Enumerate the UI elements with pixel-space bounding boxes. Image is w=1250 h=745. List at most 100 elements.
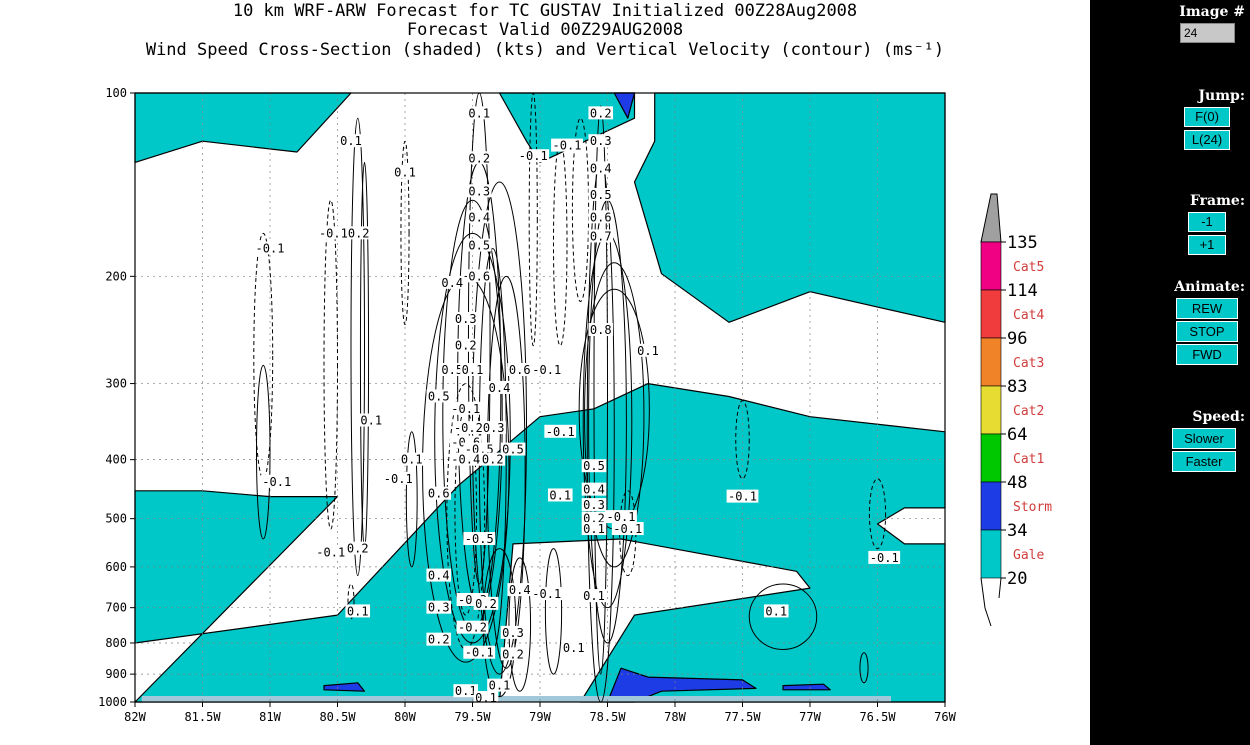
contour-label-bg: [507, 363, 533, 377]
contour-label-bg: [480, 452, 506, 466]
contour-label-bg: [345, 604, 371, 618]
image-number-field[interactable]: 24: [1180, 23, 1235, 43]
positive-velocity-contour: [350, 117, 365, 577]
contour-label-bg: [500, 647, 526, 661]
contour-label: -0.1: [546, 425, 575, 439]
contour-label-bg: [581, 498, 607, 512]
contour-label: 0.1: [468, 106, 490, 120]
plot-area: 10 km WRF-ARW Forecast for TC GUSTAV Ini…: [98, 2, 1053, 724]
contour-label: 0.2: [455, 339, 477, 353]
contour-label-bg: [530, 363, 563, 377]
contour-label: 0.3: [590, 134, 612, 148]
colorbar-level-label: 20: [1007, 569, 1027, 589]
x-tick-label: 77.5W: [724, 710, 761, 724]
contour-label-bg: [487, 380, 512, 394]
contour-label-bg: [530, 587, 563, 601]
contour-label-bg: [314, 545, 347, 559]
contour-label: 0.3: [502, 626, 524, 640]
faster-button[interactable]: Faster: [1172, 451, 1236, 472]
colorbar-category-label: Cat4: [1013, 308, 1044, 323]
contour-label-bg: [466, 184, 492, 198]
contour-label-bg: [581, 511, 607, 525]
contour-label: -0.1: [256, 241, 285, 255]
y-tick-label: 900: [105, 667, 127, 681]
contour-label: 0.2: [475, 597, 497, 611]
frame-prev-button[interactable]: -1: [1188, 212, 1226, 232]
contour-label-bg: [453, 338, 479, 352]
contour-label-bg: [547, 488, 573, 502]
contour-label: 0.1: [455, 684, 477, 698]
x-tick-label: 79.5W: [454, 710, 491, 724]
contour-label-bg: [581, 589, 607, 603]
negative-velocity-contour: [400, 140, 410, 326]
contour-label-bg: [254, 241, 286, 255]
colorbar-segment-storm: [980, 481, 1002, 531]
contour-label-bg: [345, 541, 371, 555]
chart-subtitle: Forecast Valid 00Z29AUG2008: [406, 20, 684, 40]
contour-label: -0.10.2: [319, 226, 370, 240]
contour-label-bg: [466, 238, 492, 252]
contour-label-bg: [635, 343, 661, 357]
forward-button[interactable]: FWD: [1176, 344, 1238, 365]
contour-label-bg: [466, 210, 492, 224]
contour-label-bg: [588, 210, 614, 224]
contour-label: -0.20.3: [454, 421, 505, 435]
contour-label: 0.1: [765, 604, 787, 618]
contour-label-bg: [473, 691, 499, 705]
positive-velocity-contour: [405, 431, 418, 568]
positive-velocity-contour: [508, 557, 532, 692]
contour-label-bg: [449, 452, 482, 466]
contour-label: -0.1: [519, 149, 548, 163]
contour-label: 0.1: [549, 488, 571, 502]
slower-button[interactable]: Slower: [1172, 428, 1236, 449]
colorbar-segment-cat2: [980, 385, 1002, 435]
colorbar-category-label: Storm: [1013, 500, 1052, 515]
y-tick-label: 400: [105, 453, 127, 467]
contour-label-bg: [868, 550, 901, 564]
contour-label: 0.3: [583, 498, 605, 512]
contour-label: 0.3: [455, 312, 477, 326]
contour-label-bg: [581, 482, 607, 496]
contour-label-bg: [426, 568, 452, 582]
rewind-button[interactable]: REW: [1176, 298, 1238, 319]
contour-label: -0.1: [532, 363, 561, 377]
x-tick-label: 76W: [934, 710, 956, 724]
frame-next-button[interactable]: +1: [1188, 235, 1226, 255]
contour-label-bg: [449, 401, 482, 415]
x-tick-label: 78W: [664, 710, 686, 724]
stop-button[interactable]: STOP: [1176, 321, 1238, 342]
contour-label: 0.4: [428, 569, 450, 583]
contour-label-bg: [452, 421, 506, 435]
contour-label: 0.1: [563, 641, 585, 655]
contour-label: 0.4: [590, 161, 612, 175]
jump-label: Jump:: [1198, 88, 1245, 104]
contour-label: -0.1: [553, 139, 582, 153]
contour-label: -0.1: [607, 510, 636, 524]
jump-last-button[interactable]: L(24): [1184, 130, 1230, 150]
contour-label-bg: [426, 389, 452, 403]
contour-label-bg: [453, 311, 479, 325]
contour-label-bg: [507, 583, 533, 597]
colorbar-level-label: 96: [1007, 329, 1027, 349]
contour-label: 0.5: [583, 459, 605, 473]
contour-label: 0.5: [428, 389, 450, 403]
jump-first-button[interactable]: F(0): [1184, 107, 1230, 127]
contour-label-bg: [551, 138, 583, 152]
contour-label: 0.1: [583, 589, 605, 603]
colorbar-level-label: 64: [1007, 425, 1027, 445]
x-tick-label: 82W: [124, 710, 146, 724]
contour-label-bg: [726, 489, 759, 503]
y-tick-label: 300: [105, 377, 127, 391]
colorbar-segment-cat4: [980, 289, 1002, 339]
positive-velocity-contour: [422, 275, 510, 663]
contour-label: -0.1: [262, 475, 291, 489]
contour-label-bg: [500, 442, 526, 456]
contour-label-bg: [426, 600, 452, 614]
y-tick-label: 1000: [98, 695, 127, 709]
shaded-region-storm: [323, 682, 366, 692]
contour-label: 0.4: [441, 276, 463, 290]
x-tick-label: 80.5W: [319, 710, 356, 724]
contour-label-bg: [382, 471, 415, 485]
contour-label: -0.4: [451, 453, 480, 467]
contour-label: 0.6: [468, 269, 490, 283]
